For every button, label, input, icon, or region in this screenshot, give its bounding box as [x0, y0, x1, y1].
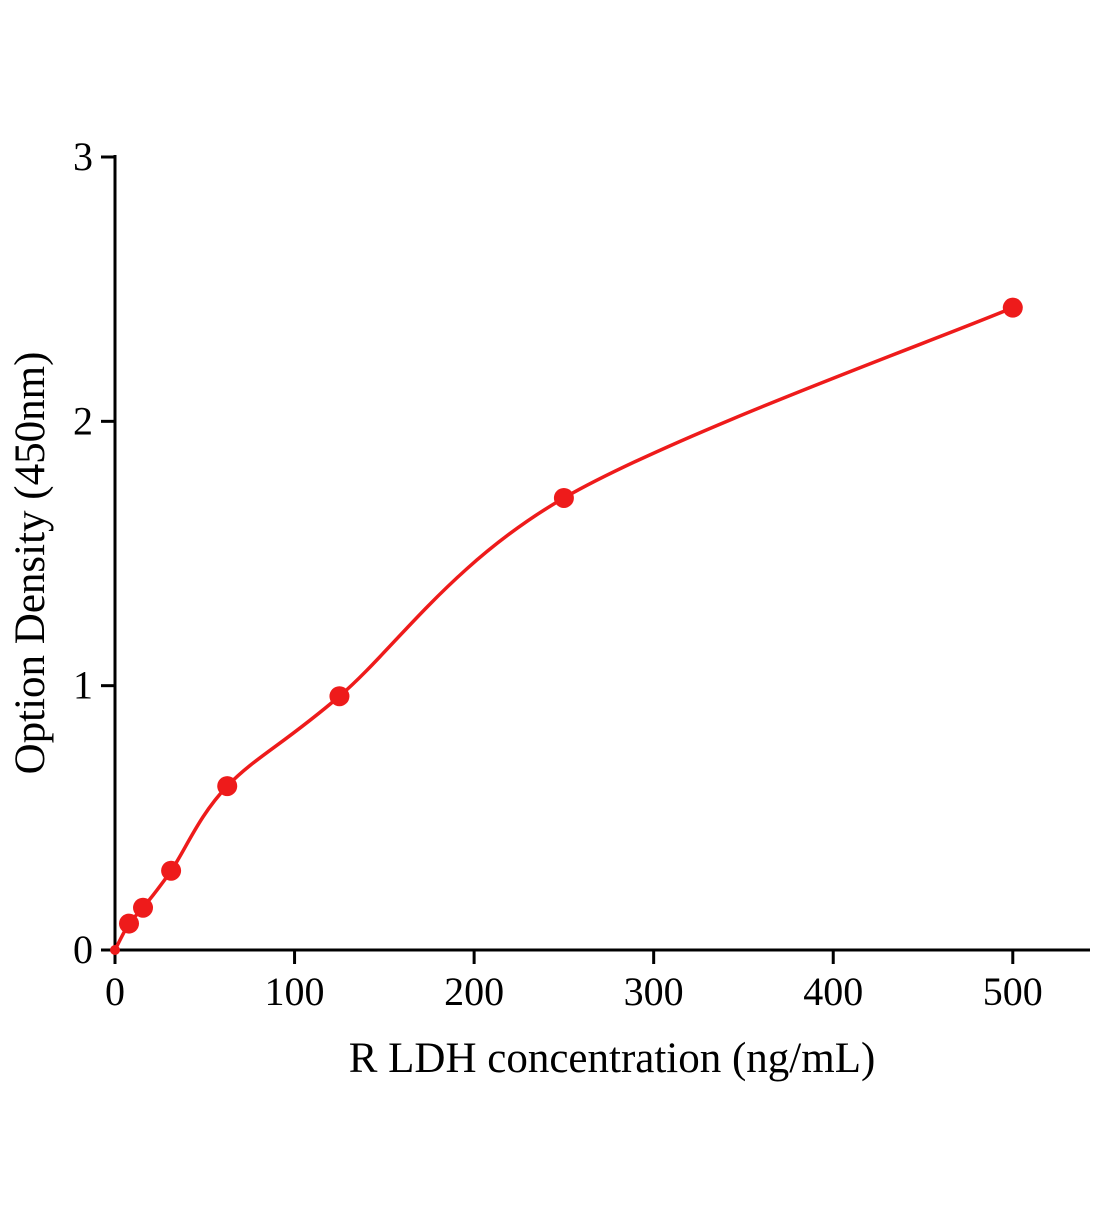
y-axis-label: Option Density (450nm) — [7, 352, 54, 775]
data-point — [133, 897, 154, 918]
x-tick-label: 300 — [624, 969, 684, 1014]
data-point — [329, 686, 350, 707]
x-tick-label: 500 — [983, 969, 1043, 1014]
y-tick-label: 1 — [73, 663, 93, 708]
x-tick-label: 200 — [444, 969, 504, 1014]
fitted-curve — [113, 305, 1015, 952]
x-tick-label: 400 — [803, 969, 863, 1014]
x-tick-label: 100 — [265, 969, 325, 1014]
x-tick-label: 0 — [105, 969, 125, 1014]
x-axis-label: R LDH concentration (ng/mL) — [349, 1035, 876, 1082]
y-tick-label: 0 — [73, 927, 93, 972]
y-tick-label: 2 — [73, 398, 93, 443]
data-point — [110, 945, 120, 955]
plot-layer: 0 100 200 300 400 500 0 1 2 3 — [73, 134, 1090, 1014]
data-point — [119, 913, 140, 934]
data-point — [161, 860, 182, 881]
data-point — [217, 776, 238, 797]
data-point — [1002, 297, 1023, 318]
y-tick-label: 3 — [73, 134, 93, 179]
data-point — [553, 487, 574, 508]
